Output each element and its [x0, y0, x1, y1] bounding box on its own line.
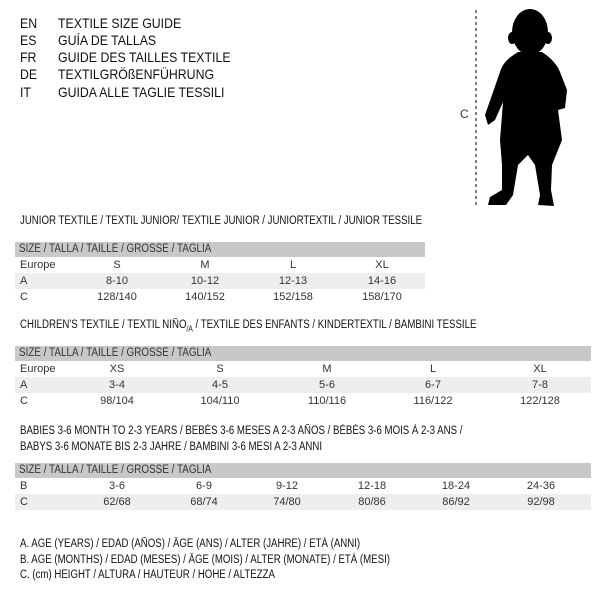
table-row: C 128/140 140/152 152/158 158/170 — [20, 291, 402, 303]
junior-section-title: JUNIOR TEXTILE / TEXTIL JUNIOR/ TEXTILE … — [20, 215, 423, 227]
table-row: Europe S M L XL — [20, 259, 389, 271]
babies-section-title-line2: BABYS 3-6 MONATE BIS 2-3 JAHRE / BAMBINI… — [20, 441, 323, 453]
height-measure-label: C — [460, 107, 469, 121]
children-size-table: SIZE / TALLA / TAILLE / GRÖSSE / TAGLIA … — [15, 346, 591, 409]
babies-section-title-line1: BABIES 3-6 MONTH TO 2-3 YEARS / BEBÉS 3-… — [20, 425, 463, 437]
legend-c: C. (cm) HEIGHT / ALTURA / HAUTEUR / HÖHE… — [20, 569, 275, 581]
table-row: A 3-4 4-5 5-6 6-7 7-8 — [15, 377, 591, 393]
lang-code-es: ES — [20, 32, 37, 48]
lang-code-fr: FR — [20, 49, 37, 65]
children-section-title: CHILDREN'S TEXTILE / TEXTIL NIÑO/A / TEX… — [20, 319, 477, 334]
legend-b: B. AGE (MONTHS) / EDAD (MESES) / ÂGE (MO… — [20, 554, 390, 566]
table-row: Europe XS S M L XL — [20, 363, 547, 375]
lang-text-es: GUÍA DE TALLAS — [58, 32, 157, 48]
lang-text-fr: GUIDE DES TAILLES TEXTILE — [58, 49, 231, 65]
table-row: B 3-6 6-9 9-12 12-18 18-24 24-36 — [20, 480, 556, 492]
baby-silhouette-icon — [475, 9, 567, 207]
lang-code-en: EN — [20, 15, 38, 31]
table-header: SIZE / TALLA / TAILLE / GRÖSSE / TAGLIA — [15, 463, 591, 478]
table-row: C 98/104 104/110 110/116 116/122 122/128 — [20, 395, 560, 407]
lang-code-it: IT — [20, 84, 31, 100]
table-row: C 62/68 68/74 74/80 80/86 86/92 92/98 — [15, 494, 591, 510]
babies-size-table: SIZE / TALLA / TAILLE / GRÖSSE / TAGLIA … — [15, 463, 591, 510]
table-header: SIZE / TALLA / TAILLE / GRÖSSE / TAGLIA — [15, 346, 591, 361]
lang-text-it: GUIDA ALLE TAGLIE TESSILI — [58, 84, 225, 100]
lang-code-de: DE — [20, 66, 38, 82]
lang-text-de: TEXTILGRÖßENFÜHRUNG — [58, 66, 215, 82]
table-header: SIZE / TALLA / TAILLE / GRÖSSE / TAGLIA — [15, 242, 425, 257]
lang-text-en: TEXTILE SIZE GUIDE — [58, 15, 182, 31]
legend-a: A. AGE (YEARS) / EDAD (AÑOS) / ÂGE (ANS)… — [20, 538, 361, 550]
junior-size-table: SIZE / TALLA / TAILLE / GRÖSSE / TAGLIA … — [15, 242, 425, 305]
table-row: A 8-10 10-12 12-13 14-16 — [15, 273, 425, 289]
